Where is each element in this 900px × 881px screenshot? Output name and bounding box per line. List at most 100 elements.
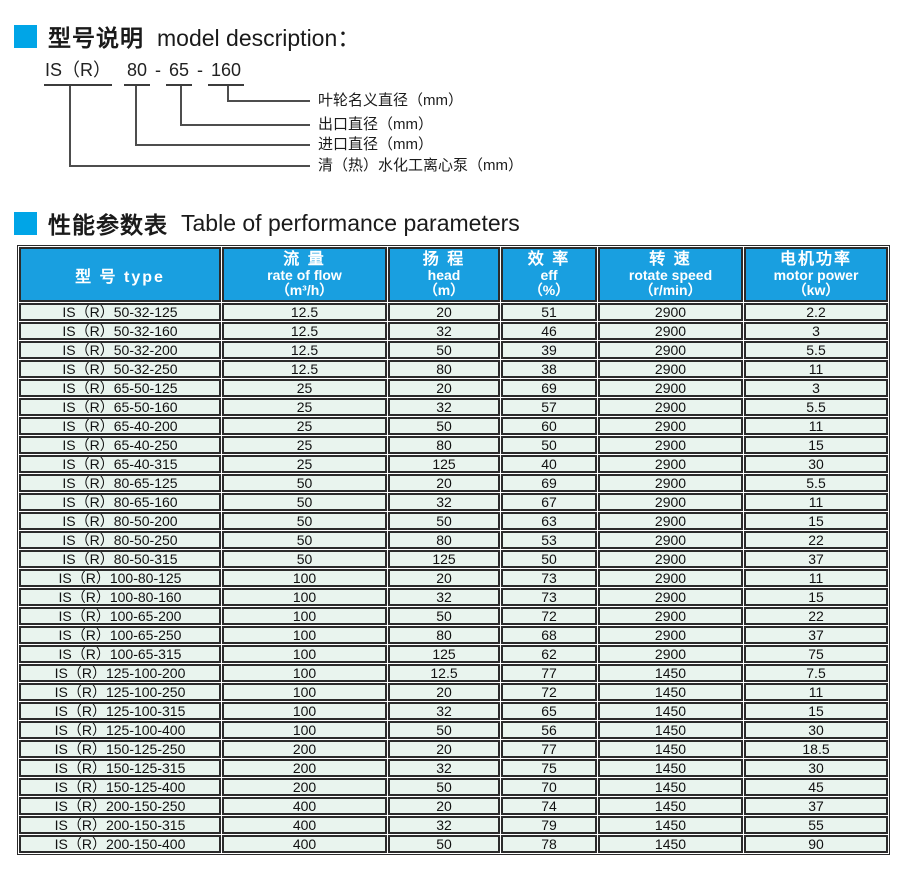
table-row: IS（R）50-32-160 12.5 32 46 2900 3 [19, 322, 888, 340]
cell-power: 18.5 [744, 740, 888, 758]
connector-line-outlet-h [180, 124, 310, 126]
cell-speed: 1450 [598, 835, 743, 853]
table-row: IS（R）65-40-200 25 50 60 2900 11 [19, 417, 888, 435]
cell-speed: 2900 [598, 588, 743, 606]
connector-line-impeller [227, 86, 229, 102]
cell-head: 125 [388, 455, 500, 473]
cell-flow: 100 [222, 683, 387, 701]
cell-speed: 2900 [598, 417, 743, 435]
cell-model: IS（R）150-125-315 [19, 759, 221, 777]
table-row: IS（R）50-32-200 12.5 50 39 2900 5.5 [19, 341, 888, 359]
cell-head: 50 [388, 512, 500, 530]
cell-power: 3 [744, 379, 888, 397]
cell-head: 50 [388, 721, 500, 739]
cell-model: IS（R）80-50-250 [19, 531, 221, 549]
cell-eff: 40 [501, 455, 597, 473]
cell-model: IS（R）150-125-250 [19, 740, 221, 758]
cell-flow: 100 [222, 645, 387, 663]
cell-speed: 2900 [598, 607, 743, 625]
blue-square-bullet-icon [14, 24, 37, 48]
cell-flow: 25 [222, 455, 387, 473]
blue-square-bullet-icon [14, 211, 37, 235]
cell-model: IS（R）200-150-400 [19, 835, 221, 853]
cell-flow: 100 [222, 588, 387, 606]
table-row: IS（R）50-32-125 12.5 20 51 2900 2.2 [19, 303, 888, 321]
cell-speed: 1450 [598, 759, 743, 777]
cell-power: 30 [744, 721, 888, 739]
cell-eff: 77 [501, 740, 597, 758]
cell-eff: 46 [501, 322, 597, 340]
cell-eff: 72 [501, 607, 597, 625]
cell-eff: 65 [501, 702, 597, 720]
cell-model: IS（R）50-32-250 [19, 360, 221, 378]
cell-head: 32 [388, 322, 500, 340]
cell-power: 75 [744, 645, 888, 663]
cell-eff: 50 [501, 550, 597, 568]
model-prefix-token: IS（R） [44, 57, 112, 86]
cell-model: IS（R）100-80-125 [19, 569, 221, 587]
table-row: IS（R）125-100-200 100 12.5 77 1450 7.5 [19, 664, 888, 682]
heading2-chinese: 性能参数表 [48, 212, 168, 238]
table-row: IS（R）50-32-250 12.5 80 38 2900 11 [19, 360, 888, 378]
table-row: IS（R）125-100-315 100 32 65 1450 15 [19, 702, 888, 720]
cell-flow: 25 [222, 417, 387, 435]
cell-speed: 2900 [598, 360, 743, 378]
cell-model: IS（R）200-150-315 [19, 816, 221, 834]
table-row: IS（R）150-125-400 200 50 70 1450 45 [19, 778, 888, 796]
cell-speed: 1450 [598, 816, 743, 834]
cell-eff: 78 [501, 835, 597, 853]
cell-flow: 25 [222, 436, 387, 454]
cell-head: 20 [388, 740, 500, 758]
cell-head: 80 [388, 436, 500, 454]
cell-model: IS（R）50-32-200 [19, 341, 221, 359]
cell-eff: 77 [501, 664, 597, 682]
cell-head: 20 [388, 683, 500, 701]
table-row: IS（R）200-150-250 400 20 74 1450 37 [19, 797, 888, 815]
cell-speed: 1450 [598, 702, 743, 720]
cell-head: 20 [388, 474, 500, 492]
cell-speed: 2900 [598, 303, 743, 321]
cell-flow: 50 [222, 550, 387, 568]
column-header-eff: 效 率 eff （%） [501, 247, 597, 302]
cell-head: 50 [388, 341, 500, 359]
cell-power: 15 [744, 436, 888, 454]
cell-speed: 2900 [598, 569, 743, 587]
impeller-diameter-label: 叶轮名义直径（mm） [318, 92, 463, 109]
cell-speed: 2900 [598, 512, 743, 530]
cell-model: IS（R）125-100-250 [19, 683, 221, 701]
cell-power: 5.5 [744, 341, 888, 359]
cell-eff: 51 [501, 303, 597, 321]
cell-eff: 74 [501, 797, 597, 815]
cell-eff: 53 [501, 531, 597, 549]
cell-speed: 2900 [598, 379, 743, 397]
cell-speed: 2900 [598, 474, 743, 492]
connector-line-prefix-h [69, 165, 310, 167]
cell-power: 11 [744, 569, 888, 587]
cell-speed: 2900 [598, 531, 743, 549]
cell-power: 11 [744, 360, 888, 378]
cell-speed: 2900 [598, 550, 743, 568]
cell-flow: 100 [222, 664, 387, 682]
cell-speed: 1450 [598, 721, 743, 739]
table-row: IS（R）125-100-250 100 20 72 1450 11 [19, 683, 888, 701]
cell-model: IS（R）125-100-315 [19, 702, 221, 720]
table-row: IS（R）80-50-250 50 80 53 2900 22 [19, 531, 888, 549]
cell-power: 5.5 [744, 474, 888, 492]
cell-flow: 200 [222, 778, 387, 796]
cell-model: IS（R）125-100-200 [19, 664, 221, 682]
cell-power: 37 [744, 797, 888, 815]
cell-speed: 2900 [598, 398, 743, 416]
table-row: IS（R）100-65-200 100 50 72 2900 22 [19, 607, 888, 625]
cell-flow: 100 [222, 702, 387, 720]
column-header-head: 扬 程 head （m） [388, 247, 500, 302]
table-row: IS（R）150-125-315 200 32 75 1450 30 [19, 759, 888, 777]
cell-model: IS（R）65-50-125 [19, 379, 221, 397]
table-row: IS（R）80-50-200 50 50 63 2900 15 [19, 512, 888, 530]
cell-model: IS（R）80-50-200 [19, 512, 221, 530]
cell-flow: 400 [222, 816, 387, 834]
cell-flow: 100 [222, 607, 387, 625]
cell-power: 15 [744, 588, 888, 606]
cell-power: 30 [744, 455, 888, 473]
cell-model: IS（R）100-65-315 [19, 645, 221, 663]
cell-eff: 50 [501, 436, 597, 454]
